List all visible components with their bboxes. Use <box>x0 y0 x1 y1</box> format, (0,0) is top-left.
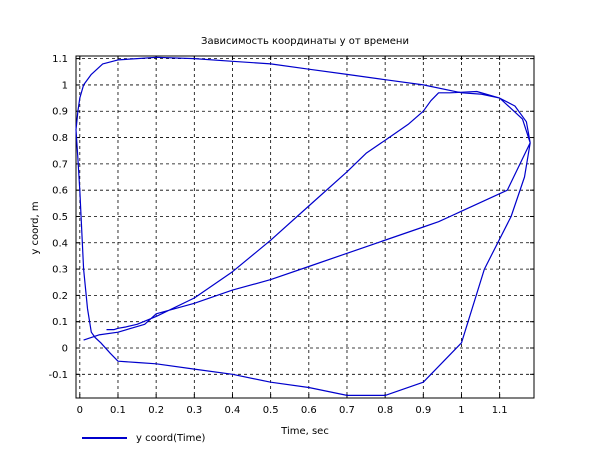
y-tick-label: 1.1 <box>52 54 68 65</box>
y-tick-label: 0.5 <box>52 212 68 223</box>
y-tick-label: 1 <box>62 80 68 91</box>
x-tick-label: 0.5 <box>263 405 279 416</box>
x-tick-label: 1.1 <box>492 405 508 416</box>
y-tick-label: 0.7 <box>52 159 68 170</box>
x-tick-label: 1 <box>458 405 464 416</box>
y-tick-label: 0.6 <box>52 186 68 197</box>
x-tick-label: 0.7 <box>339 405 355 416</box>
y-tick-label: 0.9 <box>52 107 68 118</box>
y-tick-label: 0.1 <box>52 317 68 328</box>
x-tick-label: 0.2 <box>148 405 164 416</box>
x-tick-label: 0 <box>77 405 83 416</box>
x-axis-title: Time, sec <box>280 426 329 437</box>
legend-label-y-coord: y coord(Time) <box>136 433 205 444</box>
chart-title: Зависимость координаты y от времени <box>201 36 409 47</box>
x-tick-label: 0.9 <box>415 405 431 416</box>
y-axis-title: y coord, m <box>30 201 41 254</box>
x-tick-label: 0.6 <box>301 405 317 416</box>
series-line-y-coord <box>75 56 531 396</box>
plot-frame <box>75 55 535 399</box>
axis-ticks: 0 0.1 0.2 0.3 0.4 0.5 0.6 0.7 0.8 0.9 1 1.1 -0.1 0 0.1… <box>48 54 534 416</box>
x-tick-label: 0.3 <box>186 405 202 416</box>
y-tick-label: 0.3 <box>52 265 68 276</box>
x-tick-label: 0.1 <box>110 405 126 416</box>
y-tick-label: 0.4 <box>52 238 68 249</box>
y-tick-label: -0.1 <box>48 370 68 381</box>
y-tick-label: 0 <box>62 344 68 355</box>
x-tick-label: 0.4 <box>225 405 241 416</box>
legend: y coord(Time) <box>82 433 205 444</box>
x-tick-label: 0.8 <box>377 405 393 416</box>
y-tick-label: 0.2 <box>52 291 68 302</box>
y-tick-label: 0.8 <box>52 133 68 144</box>
series-layer <box>75 56 531 396</box>
